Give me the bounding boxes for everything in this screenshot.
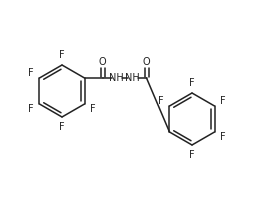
Text: F: F xyxy=(90,104,96,114)
Text: O: O xyxy=(143,57,150,67)
Text: F: F xyxy=(189,78,195,88)
Text: NH: NH xyxy=(125,73,140,83)
Text: F: F xyxy=(28,104,34,114)
Text: O: O xyxy=(99,57,106,67)
Text: F: F xyxy=(158,96,164,106)
Text: F: F xyxy=(59,50,65,60)
Text: F: F xyxy=(220,96,226,106)
Text: NH: NH xyxy=(109,73,124,83)
Text: F: F xyxy=(28,68,34,78)
Text: F: F xyxy=(189,150,195,160)
Text: F: F xyxy=(59,122,65,132)
Text: F: F xyxy=(220,132,226,142)
